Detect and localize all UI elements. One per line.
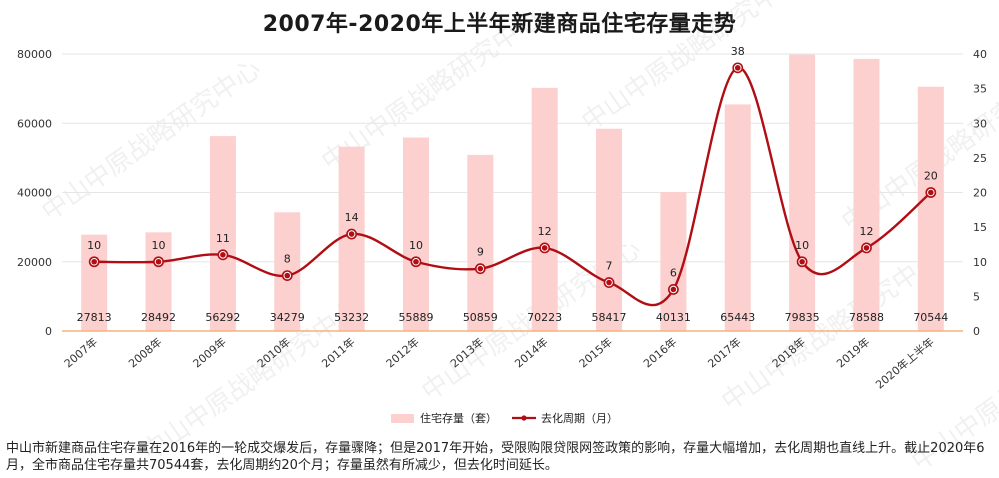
line-series	[88, 62, 937, 307]
line-value-label: 10	[795, 239, 809, 252]
bar	[853, 58, 880, 332]
bar-value-label: 53232	[334, 311, 369, 324]
legend: 住宅存量（套） 去化周期（月）	[391, 411, 618, 425]
x-axis-tick-label: 2009年	[190, 335, 229, 371]
right-axis-tick-label: 15	[973, 221, 987, 234]
bar	[596, 128, 623, 331]
line-point	[477, 265, 484, 272]
gridlines	[62, 53, 963, 263]
x-axis-tick-label: 2012年	[383, 335, 422, 371]
bar-value-label: 55889	[398, 311, 433, 324]
line-point	[863, 245, 870, 251]
bar-series	[81, 54, 944, 332]
bar	[467, 154, 494, 331]
left-axis-tick-label: 20000	[17, 256, 52, 269]
right-axis-tick-label: 25	[973, 152, 987, 165]
line-value-label: 10	[87, 239, 101, 252]
x-axis-tick-label: 2010年	[254, 335, 293, 371]
bar	[145, 232, 172, 331]
right-axis-tick-label: 20	[973, 187, 987, 200]
bar-value-label: 40131	[656, 311, 691, 324]
bar	[724, 104, 751, 331]
x-axis-tick-label: 2013年	[447, 335, 486, 371]
bar-value-label: 70544	[913, 311, 948, 324]
right-axis-tick-label: 40	[973, 48, 987, 61]
x-axis-tick-label: 2015年	[576, 335, 615, 371]
bar-value-label: 34279	[270, 311, 305, 324]
line-value-label: 9	[477, 246, 484, 259]
right-axis-ticks: 0 5 10 15 20 25 30 35 40	[973, 48, 987, 338]
bar-value-label: 58417	[592, 311, 627, 324]
bar	[531, 87, 558, 331]
line-value-label: 38	[731, 45, 745, 58]
x-axis-tick-label: 2018年	[769, 335, 808, 371]
line-value-label: 10	[152, 239, 166, 252]
right-axis-tick-label: 0	[973, 325, 980, 338]
bar	[81, 234, 108, 331]
line-point	[670, 286, 677, 293]
legend-bar-swatch	[391, 414, 414, 423]
line-point	[541, 245, 548, 251]
line-point	[928, 189, 934, 196]
left-axis-tick-label: 0	[45, 325, 52, 338]
bar	[917, 86, 944, 332]
right-axis-tick-label: 5	[973, 290, 980, 303]
right-axis-tick-label: 10	[973, 256, 987, 269]
bar-value-label: 28492	[141, 311, 176, 324]
chart-title: 2007年-2020年上半年新建商品住宅存量走势	[262, 12, 737, 37]
bar	[209, 136, 236, 331]
line-value-label: 14	[345, 211, 359, 224]
line-value-label: 7	[606, 260, 613, 273]
right-axis-tick-label: 35	[973, 83, 987, 96]
bar-value-label: 79835	[785, 311, 820, 324]
line-point	[91, 258, 97, 265]
line-value-label: 12	[538, 225, 552, 238]
legend-bar-label: 住宅存量（套）	[420, 411, 497, 425]
x-axis-tick-label: 2020年上半年	[873, 335, 937, 392]
bar	[660, 192, 687, 331]
left-axis-ticks: 0 20000 40000 60000 80000	[17, 48, 52, 338]
x-axis-tick-label: 2017年	[705, 335, 744, 371]
bar-value-label: 65443	[720, 311, 755, 324]
legend-line-label: 去化周期（月）	[541, 411, 618, 425]
line-point	[734, 65, 741, 71]
line-value-label: 8	[284, 253, 291, 266]
left-axis-tick-label: 40000	[17, 187, 52, 200]
line-point	[606, 279, 612, 286]
left-axis-tick-label: 60000	[17, 117, 52, 130]
bar-value-label: 56292	[205, 311, 240, 324]
line-point	[799, 258, 805, 265]
x-axis-ticks: 2007年 2008年 2009年 2010年 2011年 2012年 2013年 2014年…	[61, 335, 937, 392]
line-value-label: 6	[670, 266, 677, 279]
footnote-text: 中山市新建商品住宅存量在2016年的一轮成交爆发后，存量骤降；但是2017年开始…	[6, 441, 985, 473]
x-axis-tick-label: 2014年	[512, 335, 551, 371]
bar	[789, 54, 816, 331]
x-axis-tick-label: 2008年	[126, 335, 165, 371]
x-axis-tick-label: 2019年	[834, 335, 873, 371]
line-value-label: 20	[924, 170, 938, 183]
x-axis-tick-label: 2011年	[319, 335, 358, 371]
bar-value-label: 70223	[527, 311, 562, 324]
bar-value-labels: 27813 28492 56292 34279 53232 55889 50859 70223…	[77, 311, 949, 324]
line-value-labels: 10 10 11 8 14 10 9 12 7 6 38 10 12 20	[87, 45, 938, 280]
line-point	[155, 258, 162, 265]
line-point	[413, 258, 419, 265]
bar-value-label: 50859	[463, 311, 498, 324]
chart-canvas: 27813 28492 56292 34279 53232 55889 50859 70223…	[17, 45, 987, 425]
line-value-label: 10	[409, 239, 423, 252]
line-point	[348, 231, 355, 237]
right-axis-tick-label: 30	[973, 117, 987, 130]
line-point	[284, 272, 291, 279]
line-path	[94, 66, 932, 307]
x-axis-tick-label: 2016年	[640, 335, 679, 371]
bar-value-label: 27813	[77, 311, 112, 324]
legend-line-marker	[521, 415, 527, 421]
bar	[402, 137, 429, 331]
bar-value-label: 78588	[849, 311, 884, 324]
line-point	[220, 252, 226, 258]
line-value-label: 11	[216, 232, 230, 245]
line-value-label: 12	[859, 225, 873, 238]
x-axis-tick-label: 2007年	[61, 335, 100, 371]
left-axis-tick-label: 80000	[17, 48, 52, 61]
